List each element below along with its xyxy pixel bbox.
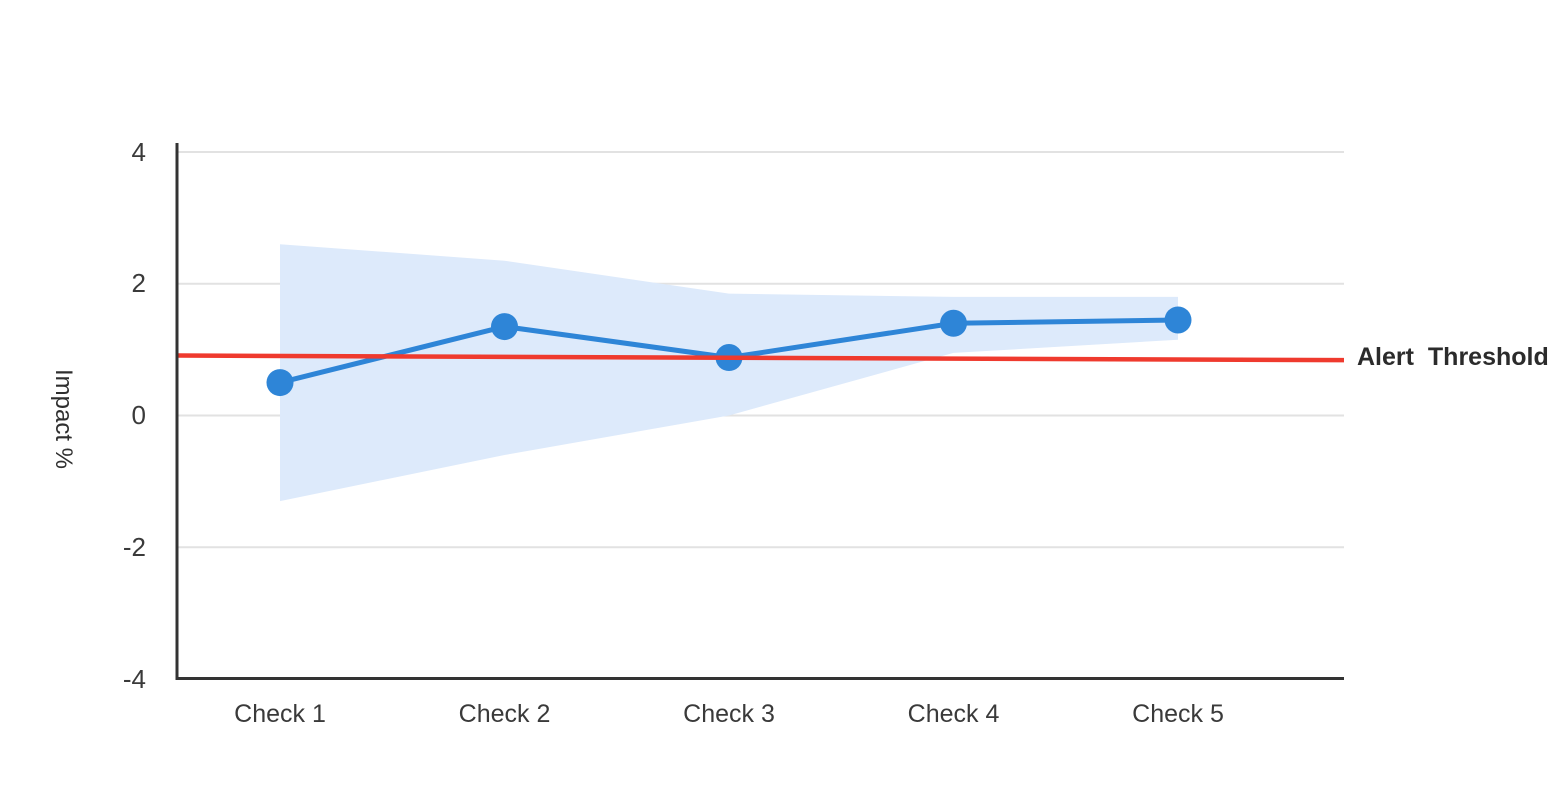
y-tick-label-4: 4 bbox=[131, 137, 146, 167]
data-point-check-1 bbox=[266, 369, 294, 397]
x-tick-label-check-1: Check 1 bbox=[234, 700, 326, 728]
y-tick-label-neg4: -4 bbox=[122, 664, 146, 694]
data-point-check-4 bbox=[940, 309, 967, 337]
x-tick-label-check-3: Check 3 bbox=[683, 700, 775, 728]
confidence-band bbox=[280, 244, 1178, 502]
y-tick-label-neg2: -2 bbox=[122, 532, 146, 562]
x-tick-label-check-4: Check 4 bbox=[907, 700, 1000, 728]
threshold-label: Alert Threshold bbox=[1357, 343, 1549, 371]
threshold-line bbox=[176, 353, 1345, 363]
y-tick-label-2: 2 bbox=[131, 268, 146, 298]
data-point-check-5 bbox=[1164, 306, 1192, 334]
y-tick-label-0: 0 bbox=[131, 400, 146, 430]
data-point-check-2 bbox=[491, 313, 518, 341]
x-tick-label-check-5: Check 5 bbox=[1132, 700, 1224, 728]
x-tick-label-check-2: Check 2 bbox=[458, 700, 551, 728]
